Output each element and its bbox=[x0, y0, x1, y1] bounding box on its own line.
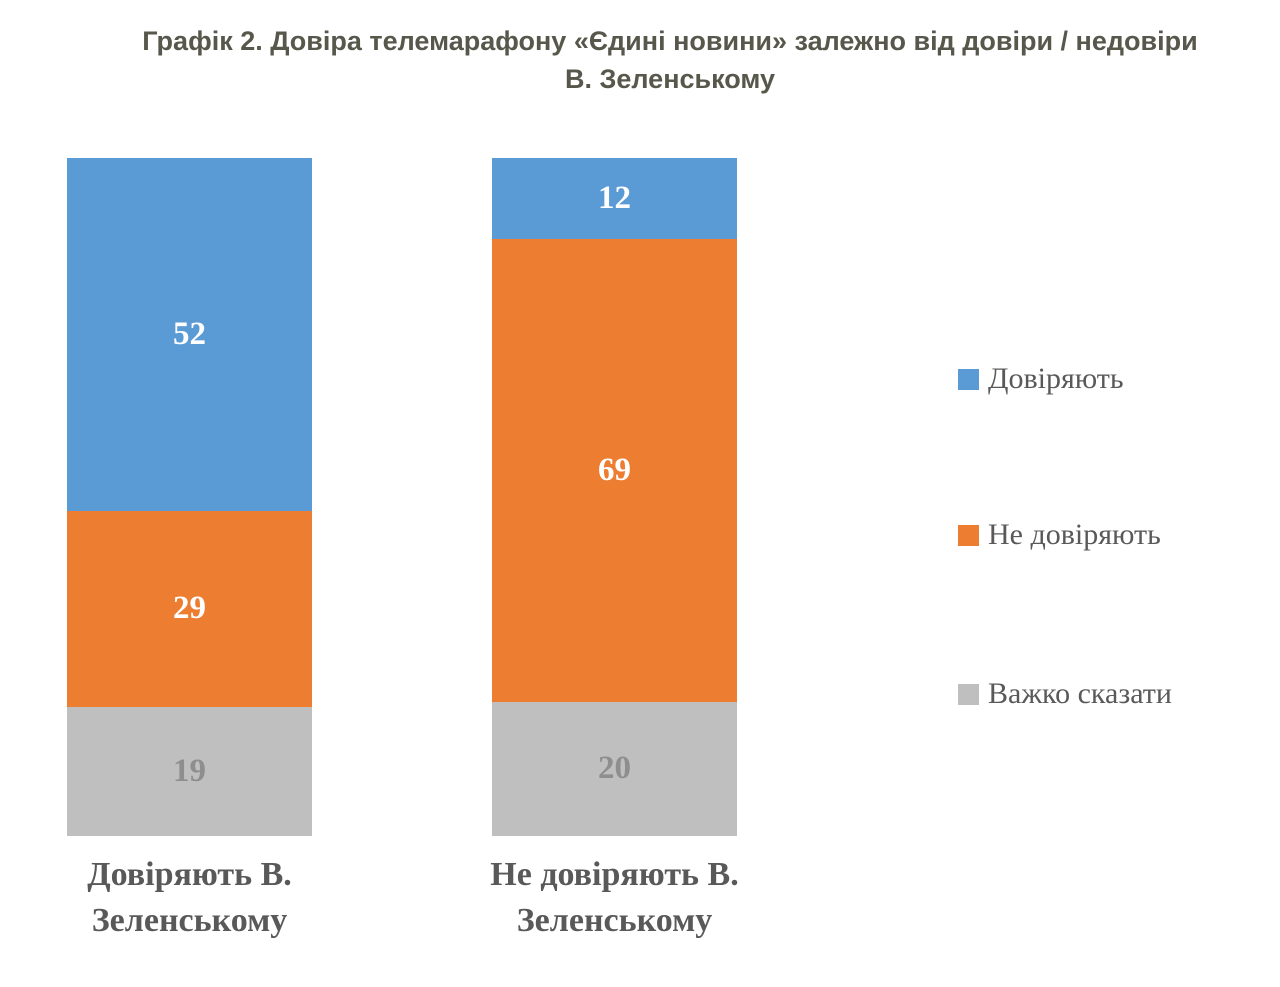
chart-title-line-1: Графік 2. Довіра телемарафону «Єдині нов… bbox=[142, 26, 1198, 56]
bar-segment: 29 bbox=[67, 510, 312, 708]
chart-title: Графік 2. Довіра телемарафону «Єдині нов… bbox=[130, 22, 1210, 98]
bar-segment: 69 bbox=[492, 238, 737, 702]
segment-value-label: 19 bbox=[173, 753, 206, 790]
legend-label: Важко сказати bbox=[988, 677, 1172, 710]
chart-title-line-2: В. Зеленському bbox=[564, 64, 776, 94]
bar-segment: 52 bbox=[67, 158, 312, 511]
bar-segment: 12 bbox=[492, 158, 737, 239]
bar-stack: 12 69 20 bbox=[492, 158, 737, 836]
bar-column-2: 12 69 20 Не довіряють В. Зеленському bbox=[490, 158, 739, 944]
legend-item: Довіряють bbox=[958, 362, 1124, 396]
category-label: Довіряють В. Зеленському bbox=[87, 856, 292, 939]
segment-value-label: 20 bbox=[598, 750, 631, 787]
legend-swatch-icon bbox=[958, 524, 979, 546]
legend-label: Довіряють bbox=[988, 362, 1124, 395]
segment-value-label: 29 bbox=[173, 590, 206, 627]
legend-swatch-icon bbox=[958, 683, 979, 705]
bar-column-1: 52 29 19 Довіряють В. Зеленському bbox=[67, 158, 312, 944]
legend-swatch-icon bbox=[958, 368, 979, 390]
bar-segment: 20 bbox=[492, 701, 737, 836]
category-label: Не довіряють В. Зеленському bbox=[490, 856, 739, 939]
segment-value-label: 52 bbox=[173, 315, 206, 352]
legend-item: Не довіряють bbox=[958, 518, 1161, 552]
bar-segment: 19 bbox=[67, 707, 312, 836]
segment-value-label: 69 bbox=[598, 451, 631, 488]
legend-item: Важко сказати bbox=[958, 677, 1172, 711]
segment-value-label: 12 bbox=[598, 179, 631, 216]
legend-label: Не довіряють bbox=[988, 518, 1161, 551]
bar-stack: 52 29 19 bbox=[67, 158, 312, 836]
